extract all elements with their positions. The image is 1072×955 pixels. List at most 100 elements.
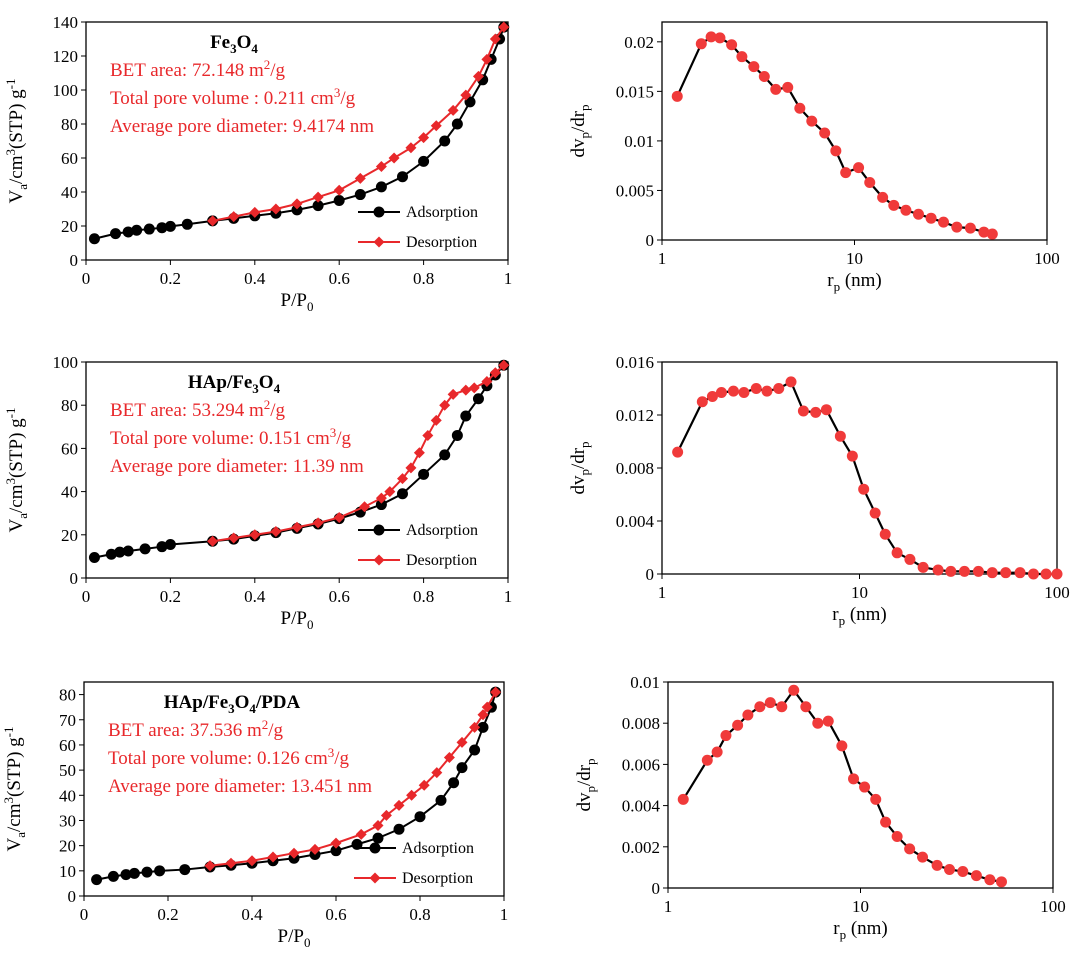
- psd-point: [677, 793, 689, 805]
- psd-point: [879, 528, 891, 540]
- desorption-point: [431, 767, 443, 779]
- y-tick-label: 0: [68, 887, 77, 906]
- y-tick-label: 20: [61, 526, 78, 545]
- adsorption-point: [164, 539, 176, 551]
- psd-point: [904, 843, 916, 855]
- legend-desorption-marker: [369, 872, 381, 884]
- desorption-point: [477, 709, 489, 721]
- psd-point: [925, 212, 937, 224]
- x-tick-label: 1: [664, 897, 673, 916]
- psd-point: [726, 39, 738, 51]
- x-axis-label: P/P0: [281, 290, 314, 314]
- adsorption-point: [114, 546, 126, 558]
- psd-point: [785, 376, 797, 388]
- psd-point: [764, 697, 776, 709]
- y-tick-label: 50: [59, 761, 76, 780]
- psd-point: [972, 565, 984, 577]
- annotation-line: Total pore volume: 0.151 cm3/g: [110, 425, 352, 449]
- desorption-point: [270, 526, 282, 538]
- x-tick-label: 100: [1040, 897, 1066, 916]
- desorption-point: [312, 517, 324, 529]
- psd-point: [800, 701, 812, 713]
- adsorption-point: [139, 543, 151, 555]
- psd-point: [880, 816, 892, 828]
- y-tick-label: 0.004: [622, 797, 661, 816]
- psd-point: [995, 876, 1007, 888]
- adsorption-point: [456, 762, 468, 774]
- x-tick-label: 1: [658, 249, 667, 268]
- y-axis-label: Va/cm3(STP) g-1: [1, 726, 28, 851]
- adsorption-point: [469, 744, 481, 756]
- adsorption-point: [448, 777, 460, 789]
- chart-psd1: 0 0.005 0.01 0.015 0.02 1 10 100 rp (nm) dvp/drp: [568, 21, 1060, 294]
- y-tick-label: 120: [53, 47, 79, 66]
- desorption-point: [312, 191, 324, 203]
- psd-point: [945, 565, 957, 577]
- psd-point: [672, 446, 684, 458]
- chart-psd3: 0 0.002 0.004 0.006 0.008 0.01 1 10 100 rp (nm) dv…: [574, 673, 1066, 942]
- desorption-point: [309, 843, 321, 855]
- chart-iso3: 0 10 20 30 40 50 60 70 80 0 0.2 0.4 0.6 0.8 1 P/P0 Va/cm…: [1, 681, 508, 950]
- y-tick-label: 60: [59, 736, 76, 755]
- desorption-point: [228, 211, 240, 223]
- y-tick-label: 0.012: [616, 406, 654, 425]
- legend-desorption-label: Desorption: [402, 870, 473, 887]
- x-tick-label: 0.8: [413, 269, 434, 288]
- y-tick-label: 0.008: [622, 714, 660, 733]
- desorption-point: [498, 359, 510, 371]
- psd-point: [706, 390, 718, 402]
- adsorption-point: [439, 449, 451, 461]
- desorption-point: [333, 512, 345, 524]
- adsorption-point: [164, 220, 176, 232]
- x-tick-label: 1: [504, 587, 513, 606]
- psd-point: [951, 221, 963, 233]
- x-tick-label: 0.8: [409, 905, 430, 924]
- x-tick-label: 0.6: [329, 587, 350, 606]
- y-tick-label: 0.016: [616, 353, 654, 372]
- annotation-line: Total pore volume: 0.126 cm3/g: [108, 745, 350, 769]
- y-tick-label: 0.02: [624, 33, 654, 52]
- desorption-point: [413, 447, 425, 459]
- desorption-point: [460, 384, 472, 396]
- desorption-point: [355, 828, 367, 840]
- psd-line: [682, 688, 1002, 883]
- x-tick-label: 0.4: [241, 905, 263, 924]
- adsorption-point: [451, 118, 463, 130]
- psd-point: [820, 404, 832, 416]
- desorption-point: [468, 382, 480, 394]
- psd-point: [1000, 567, 1012, 579]
- adsorption-point: [154, 865, 166, 877]
- x-tick-label: 0.4: [244, 269, 266, 288]
- psd-point: [819, 127, 831, 139]
- legend-desorption-marker: [373, 554, 385, 566]
- desorption-point: [291, 198, 303, 210]
- legend-adsorption-marker: [373, 206, 385, 218]
- desorption-point: [456, 736, 468, 748]
- psd-point: [1040, 568, 1052, 580]
- adsorption-point: [181, 218, 193, 230]
- psd-point: [932, 564, 944, 576]
- desorption-point: [481, 53, 493, 65]
- y-tick-label: 60: [61, 439, 78, 458]
- y-tick-label: 40: [61, 483, 78, 502]
- adsorption-point: [291, 204, 303, 216]
- psd-point: [834, 430, 846, 442]
- psd-point: [912, 208, 924, 220]
- psd-point: [705, 31, 717, 43]
- desorption-point: [447, 388, 459, 400]
- legend-adsorption-label: Adsorption: [406, 204, 478, 221]
- x-tick-label: 0.2: [160, 587, 181, 606]
- psd-point: [970, 870, 982, 882]
- y-tick-label: 0.002: [622, 838, 660, 857]
- desorption-point: [439, 399, 451, 411]
- legend-desorption-label: Desorption: [406, 552, 477, 569]
- x-axis-label: rp (nm): [827, 270, 882, 294]
- desorption-point: [430, 414, 442, 426]
- psd-point: [773, 383, 785, 394]
- psd-line: [676, 380, 1057, 576]
- psd-point: [714, 32, 726, 44]
- desorption-point: [375, 492, 387, 504]
- psd-point: [978, 226, 990, 238]
- x-axis-label: rp (nm): [833, 918, 888, 942]
